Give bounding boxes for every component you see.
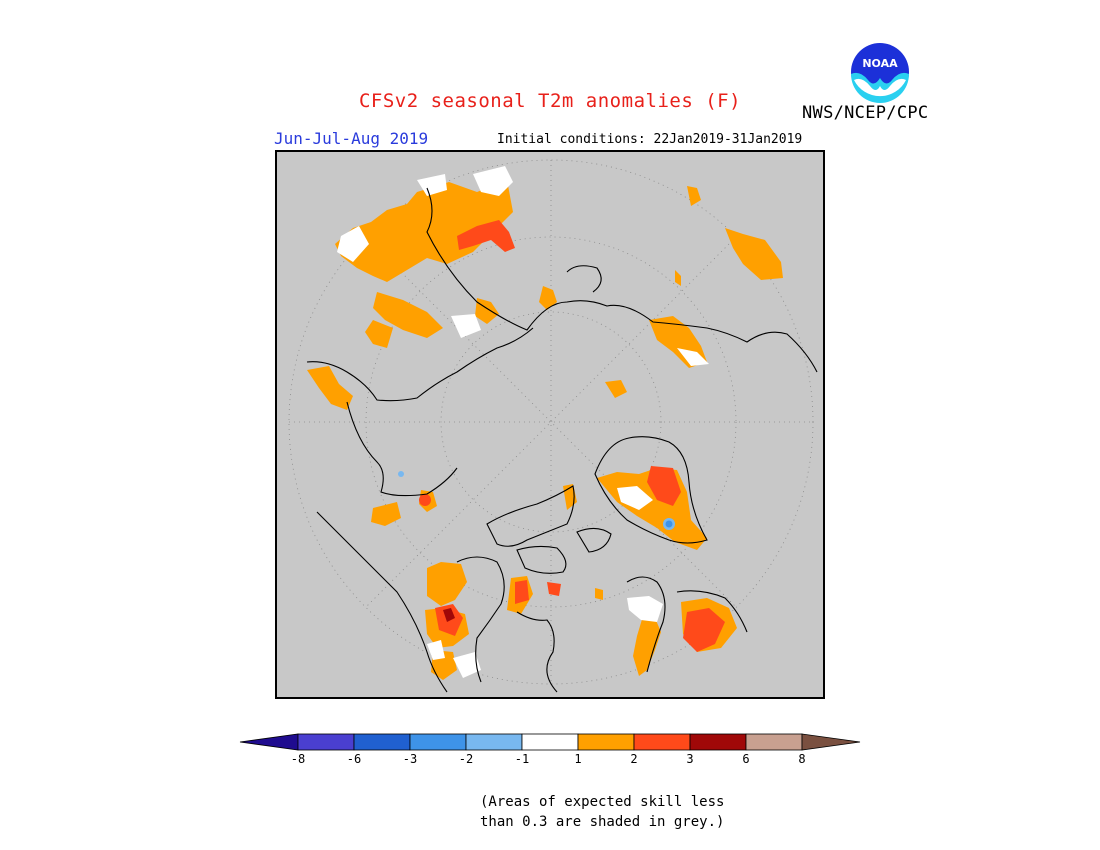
colorbar-segment xyxy=(409,733,467,751)
latlon-grid xyxy=(288,159,814,685)
region-siberia-white xyxy=(337,166,513,338)
polar-map-svg xyxy=(288,159,818,693)
noaa-logo: NOAA xyxy=(849,41,911,103)
colorbar-arrow-high xyxy=(801,733,861,751)
region-fareast-white xyxy=(677,348,709,366)
region-greenland-white xyxy=(617,486,653,510)
colorbar-segment xyxy=(689,733,747,751)
colorbar-tick-label: -8 xyxy=(290,752,306,766)
coastlines xyxy=(306,187,818,693)
colorbar-segment xyxy=(297,733,355,751)
colorbar-tick-label: -6 xyxy=(346,752,362,766)
region-alaska xyxy=(307,366,437,526)
region-alaska-cold xyxy=(398,471,404,477)
skill-note: (Areas of expected skill less than 0.3 a… xyxy=(480,792,724,832)
colorbar-tick-label: 3 xyxy=(686,752,694,766)
colorbar-segment xyxy=(521,733,579,751)
region-chukotka xyxy=(457,220,515,252)
logo-text: NOAA xyxy=(862,57,898,70)
colorbar-tick-label: -2 xyxy=(458,752,474,766)
agency-label: NWS/NCEP/CPC xyxy=(802,103,929,123)
initial-conditions: Initial conditions: 22Jan2019-31Jan2019 xyxy=(497,132,803,147)
region-greenland xyxy=(563,468,707,550)
region-greenland-cold xyxy=(663,518,675,530)
region-fareast xyxy=(605,186,783,398)
region-siberia xyxy=(335,180,557,348)
map-title: CFSv2 seasonal T2m anomalies (F) xyxy=(358,90,742,112)
colorbar-tick-label: -3 xyxy=(402,752,418,766)
anomaly-map xyxy=(275,150,825,699)
forecast-period: Jun-Jul-Aug 2019 xyxy=(274,129,429,148)
skill-note-line1: (Areas of expected skill less xyxy=(480,794,725,810)
colorbar-tick-label: 8 xyxy=(798,752,806,766)
region-greenland-red xyxy=(647,466,681,506)
colorbar-tick-label: -1 xyxy=(514,752,530,766)
colorbar-segment xyxy=(465,733,523,751)
colorbar-segment xyxy=(577,733,635,751)
colorbar-arrow-low xyxy=(239,733,299,751)
region-alaska-red xyxy=(419,494,431,506)
skill-note-line2: than 0.3 are shaded in grey.) xyxy=(480,814,725,830)
colorbar-tick-label: 2 xyxy=(630,752,638,766)
region-europe-white xyxy=(627,596,663,622)
region-europe-red xyxy=(683,608,725,652)
colorbar-tick-label: 1 xyxy=(574,752,582,766)
colorbar-tick-label: 6 xyxy=(742,752,750,766)
colorbar-segment xyxy=(633,733,691,751)
colorbar xyxy=(239,733,861,751)
colorbar-segment xyxy=(745,733,803,751)
colorbar-segment xyxy=(353,733,411,751)
